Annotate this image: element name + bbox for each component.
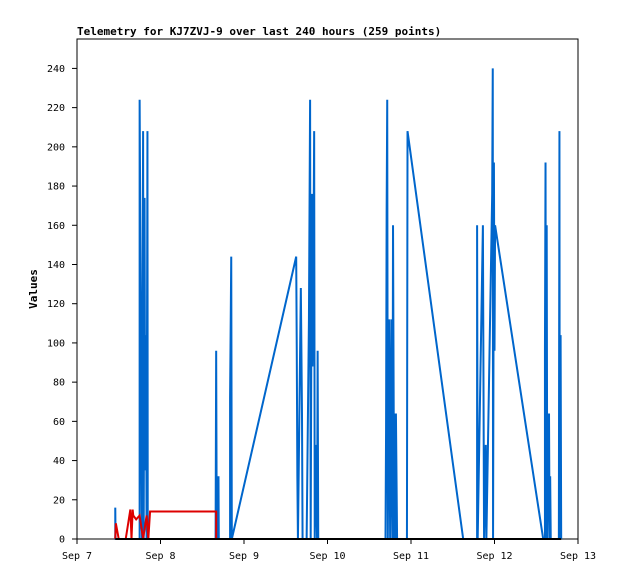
y-tick-label: 100: [47, 338, 65, 349]
series-layer: [114, 68, 563, 540]
y-axis: 0 20 40 60 80 100 120 140 160 180 200 220 240: [47, 64, 77, 546]
y-tick-label: 80: [53, 378, 65, 389]
y-tick-label: 60: [53, 417, 65, 428]
chart-title: Telemetry for KJ7ZVJ-9 over last 240 hou…: [77, 25, 441, 38]
y-tick-label: 220: [47, 103, 65, 114]
x-tick-label: Sep 8: [145, 551, 175, 562]
y-tick-label: 120: [47, 299, 65, 310]
plot-frame: [76, 38, 579, 540]
x-tick-label: Sep 12: [476, 551, 512, 562]
y-axis-label: Values: [27, 269, 40, 309]
y-tick-label: 40: [53, 456, 65, 467]
y-tick-label: 140: [47, 260, 65, 271]
x-tick-label: Sep 11: [393, 551, 429, 562]
y-tick-label: 180: [47, 182, 65, 193]
x-tick-label: Sep 10: [309, 551, 345, 562]
y-tick-label: 20: [53, 495, 65, 506]
x-tick-label: Sep 13: [560, 551, 596, 562]
series-line-1: [114, 68, 563, 540]
x-tick-label: Sep 9: [229, 551, 259, 562]
y-tick-label: 160: [47, 221, 65, 232]
y-tick-label: 240: [47, 64, 65, 75]
y-tick-label: 200: [47, 142, 65, 153]
x-axis: Sep 7 Sep 8 Sep 9 Sep 10 Sep 11 Sep 12 Sep 13: [62, 539, 596, 562]
y-tick-label: 0: [59, 535, 65, 546]
x-tick-label: Sep 7: [62, 551, 92, 562]
series-line-2: [114, 509, 218, 540]
